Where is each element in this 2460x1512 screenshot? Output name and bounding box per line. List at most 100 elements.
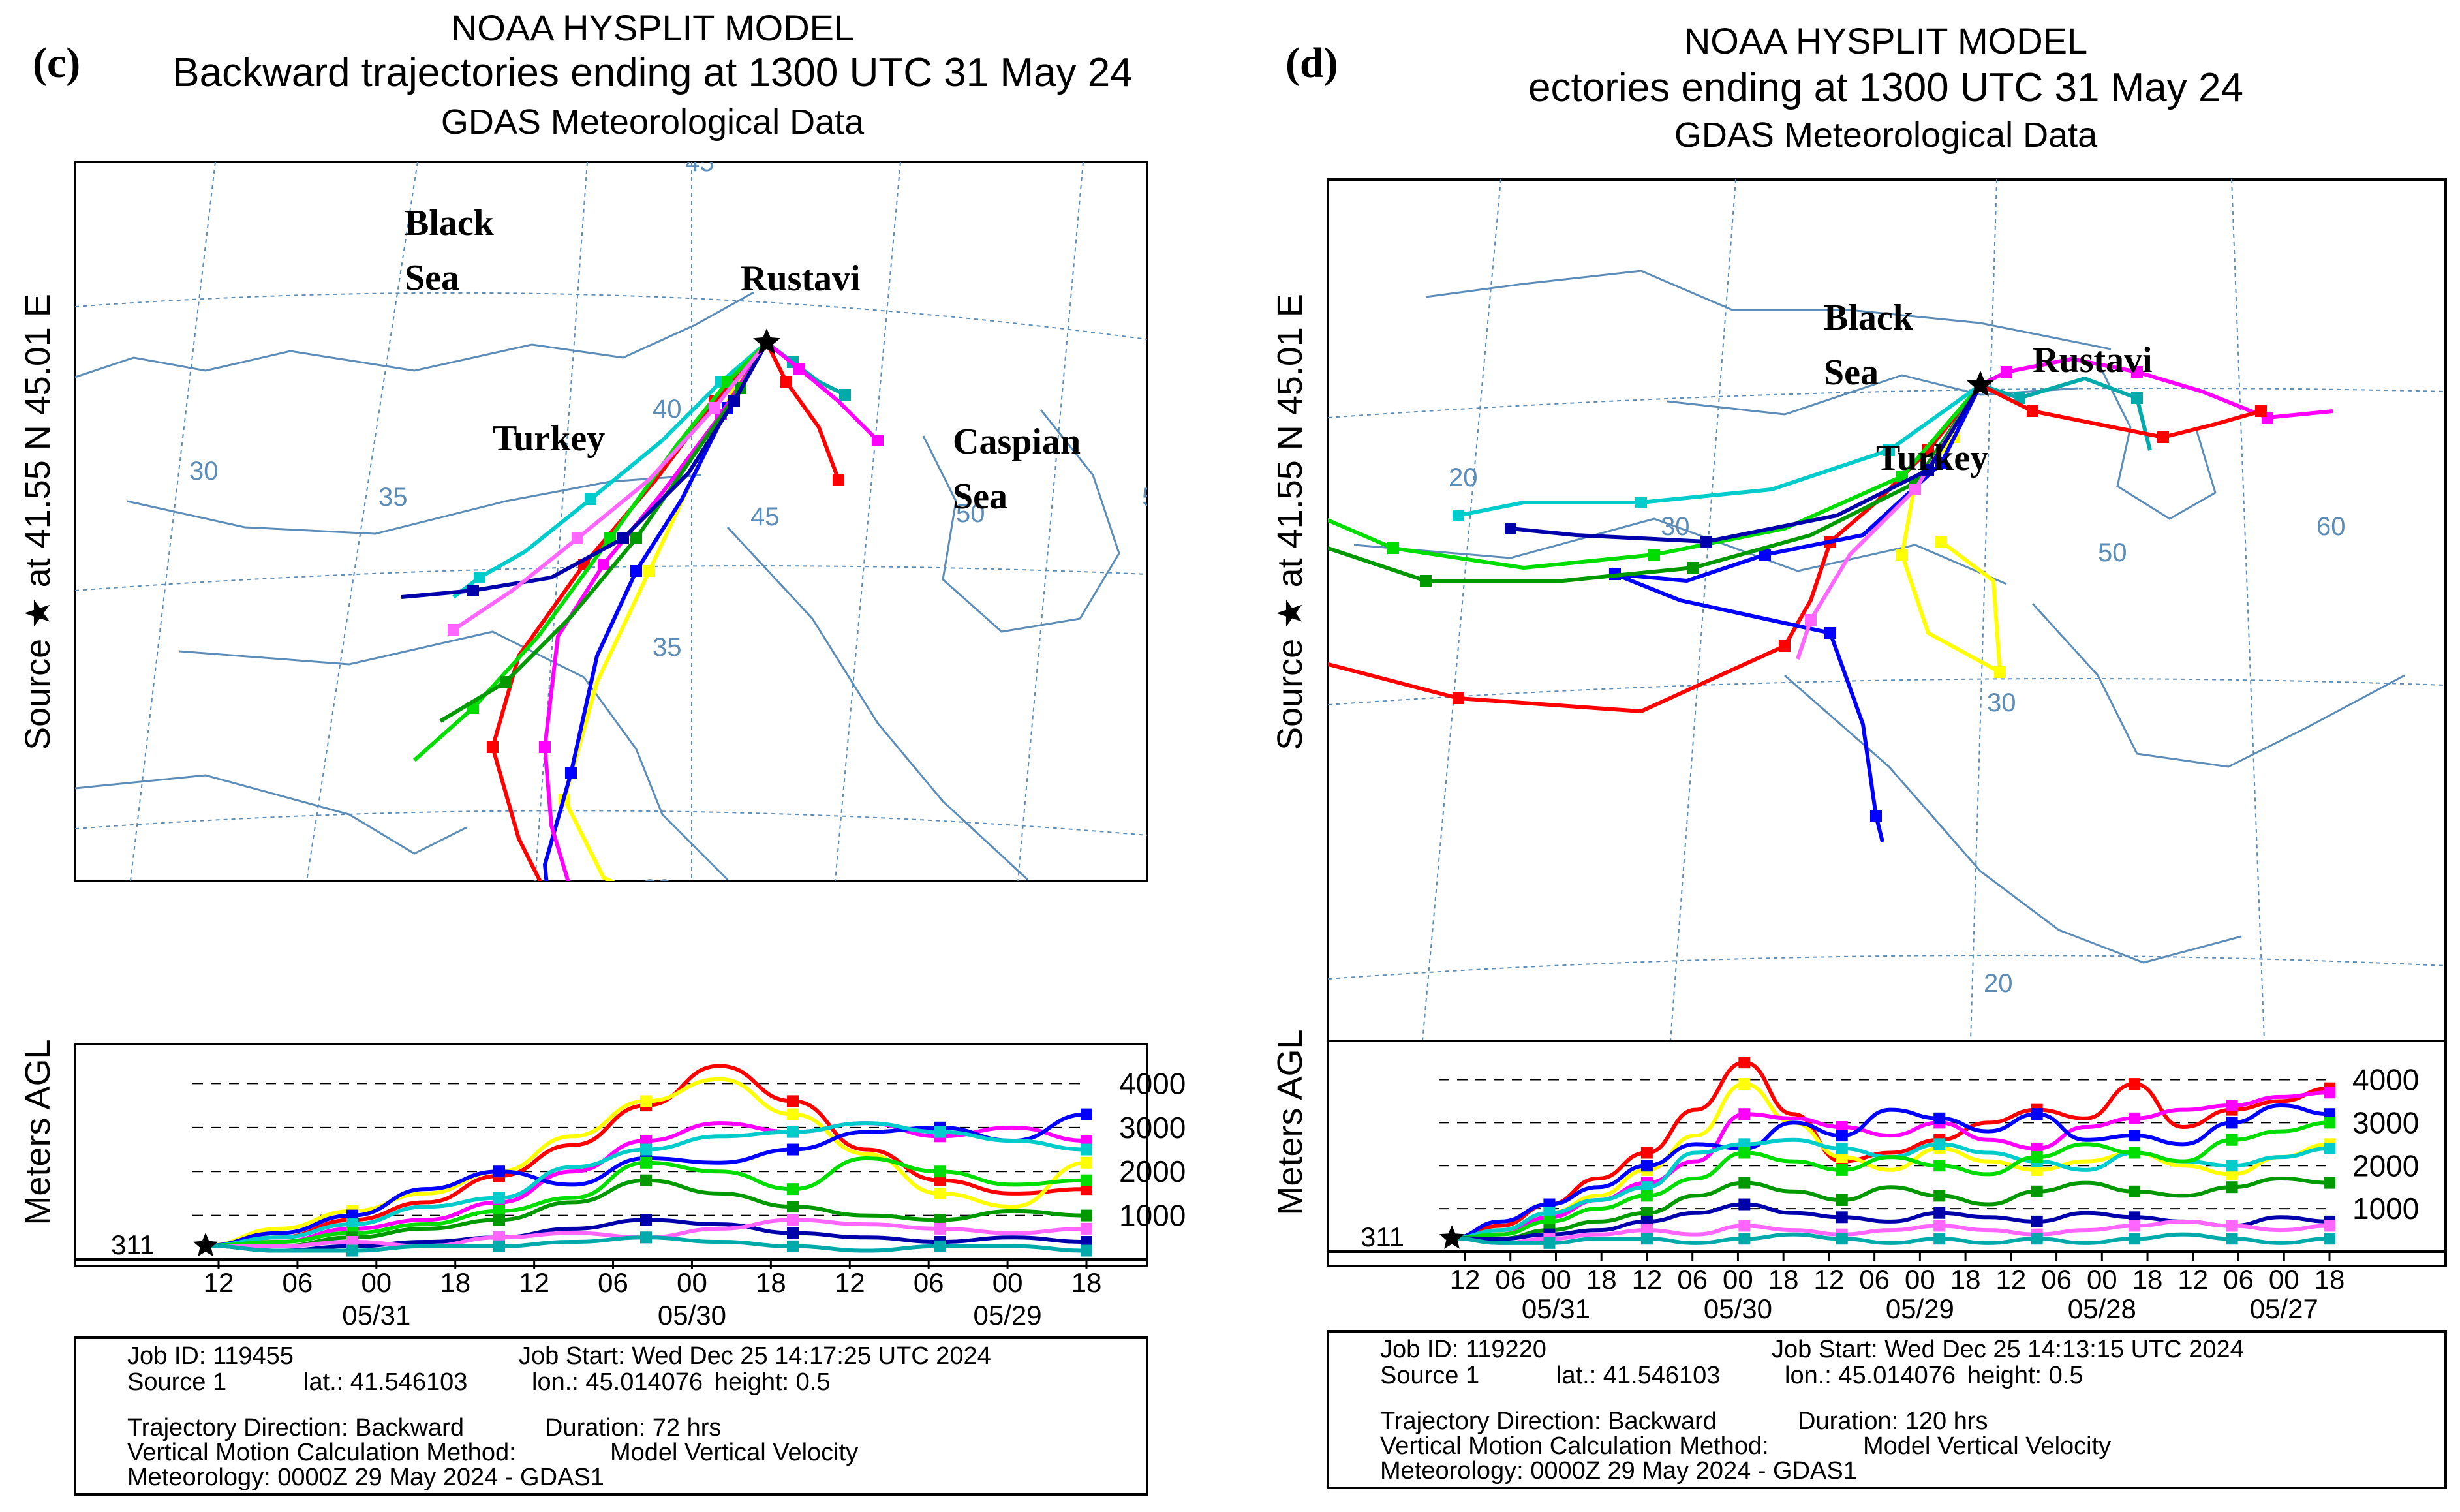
- series-point-navy: [2031, 1215, 2043, 1227]
- coastline: [726, 526, 1029, 881]
- trajectory-marker: [572, 532, 583, 544]
- x-tick-label: 18: [2132, 1264, 2163, 1295]
- grid-label: 55: [1142, 483, 1171, 512]
- job-start: Job Start: Wed Dec 25 14:17:25 UTC 2024: [519, 1342, 991, 1370]
- series-line-darkgreen: [1451, 1177, 2330, 1241]
- source-height: height: 0.5: [715, 1368, 830, 1396]
- trajectory-map: 20 30 50 60 30 20 Black Sea Rustavi Turkey: [1231, 178, 2447, 1042]
- chart-subtitle-2: GDAS Meteorological Data: [1674, 116, 2098, 155]
- map-trajectory: [1980, 377, 2152, 451]
- trajectory-marker: [793, 363, 805, 375]
- profile-start-star-icon: [193, 1233, 218, 1257]
- trajectory-marker: [1687, 562, 1699, 574]
- grid-label: 30: [1987, 688, 2016, 717]
- series-point-green: [2031, 1151, 2043, 1164]
- source-lat: lat.: 41.546103: [303, 1368, 467, 1396]
- series-point-pink: [2129, 1220, 2141, 1232]
- x-tick-label: 06: [914, 1267, 944, 1298]
- trajectory-marker: [552, 911, 564, 923]
- trajectory-marker: [1231, 627, 1242, 639]
- coastline: [1425, 270, 2112, 350]
- grid-label: 30: [1661, 512, 1690, 541]
- x-tick-label: 18: [1950, 1264, 1981, 1295]
- map-trajectory: [1328, 384, 1982, 570]
- trajectory-marker: [709, 402, 720, 414]
- map-label-black-sea: Black Sea: [405, 203, 495, 298]
- trajectory-marker: [669, 904, 681, 916]
- x-tick-label: 06: [1495, 1264, 1526, 1295]
- latitude-line: [1328, 678, 2446, 705]
- map-trajectory: [765, 341, 880, 442]
- series-point-red: [1640, 1147, 1653, 1159]
- series-point-magenta: [2324, 1087, 2335, 1099]
- trajectory-marker: [1994, 666, 2006, 678]
- series-point-red: [787, 1095, 799, 1107]
- job-start: Job Start: Wed Dec 25 14:13:15 UTC 2024: [1772, 1336, 2244, 1363]
- x-tick-label: 12: [204, 1267, 234, 1298]
- x-tick-label: 00: [2087, 1264, 2117, 1295]
- chart-title: NOAA HYSPLIT MODEL: [451, 7, 854, 48]
- trajectory-marker: [1779, 640, 1791, 652]
- series-point-teal: [1836, 1233, 1848, 1245]
- series-point-cyan: [640, 1143, 652, 1156]
- x-tick-label: 12: [1632, 1264, 1663, 1295]
- series-point-cyan: [1836, 1142, 1848, 1154]
- date-label: 05/31: [342, 1300, 410, 1331]
- start-height-label: 311: [111, 1229, 155, 1260]
- series-point-teal: [346, 1244, 358, 1257]
- trajectory-marker: [617, 532, 629, 544]
- trajectory-marker: [872, 435, 884, 446]
- trajectory-marker: [1935, 457, 1947, 469]
- trajectory-direction: Trajectory Direction: Backward: [127, 1414, 464, 1442]
- map-label-rustavi: Rustavi: [2033, 340, 2153, 380]
- map-trajectory: [1510, 384, 1982, 544]
- source-star-icon: [753, 328, 780, 354]
- trajectory-marker: [1453, 510, 1464, 521]
- series-point-magenta: [1738, 1108, 1751, 1120]
- coastline: [1353, 517, 2007, 585]
- y-axis-label: Meters AGL: [1270, 1029, 1310, 1215]
- x-tick-label: 12: [1995, 1264, 2026, 1295]
- coastline: [2097, 362, 2217, 520]
- map-label-caspian-sea: Caspian Sea: [953, 422, 1081, 517]
- map-label-rustavi: Rustavi: [741, 258, 861, 299]
- series-line-teal: [1451, 1232, 2330, 1245]
- trajectory-marker: [780, 376, 792, 388]
- trajectory-marker: [728, 395, 740, 407]
- coastline: [75, 774, 467, 855]
- series-line-green: [1451, 1120, 2330, 1241]
- series-point-blue: [1640, 1160, 1653, 1172]
- date-label: 05/30: [1704, 1293, 1772, 1324]
- series-point-blue: [2226, 1117, 2238, 1129]
- trajectory-marker: [565, 767, 577, 779]
- series-point-teal: [934, 1240, 946, 1252]
- series-point-darkgreen: [1738, 1177, 1751, 1189]
- series-point-pink: [2324, 1220, 2335, 1232]
- x-tick-label: 12: [1450, 1264, 1481, 1295]
- coastline: [1784, 674, 2242, 964]
- source-lat: lat.: 41.546103: [1556, 1362, 1720, 1389]
- series-point-blue: [1836, 1130, 1848, 1142]
- trajectory-duration: Duration: 72 hrs: [545, 1414, 721, 1442]
- series-point-cyan: [787, 1126, 799, 1138]
- series-point-green: [1081, 1174, 1092, 1186]
- coastline: [179, 630, 729, 881]
- map-label-black-sea: Black Sea: [1824, 298, 1914, 393]
- trajectory-marker: [1648, 549, 1660, 561]
- meteorology: Meteorology: 0000Z 29 May 2024 - GDAS1: [127, 1464, 604, 1491]
- trajectory-marker: [2255, 405, 2267, 417]
- trajectory-marker: [1824, 627, 1836, 639]
- trajectory-marker: [546, 924, 557, 936]
- trajectory-marker: [474, 572, 485, 583]
- series-point-blue: [493, 1165, 505, 1178]
- x-tick-label: 18: [1071, 1267, 1102, 1298]
- trajectory-marker: [565, 885, 577, 897]
- job-id: Job ID: 119455: [127, 1342, 294, 1370]
- coastline: [1667, 374, 2079, 416]
- series-point-navy: [1933, 1207, 1946, 1219]
- trajectory-marker: [630, 565, 642, 577]
- series-point-cyan: [934, 1126, 946, 1138]
- trajectory-marker: [598, 559, 609, 570]
- series-point-magenta: [2226, 1100, 2238, 1112]
